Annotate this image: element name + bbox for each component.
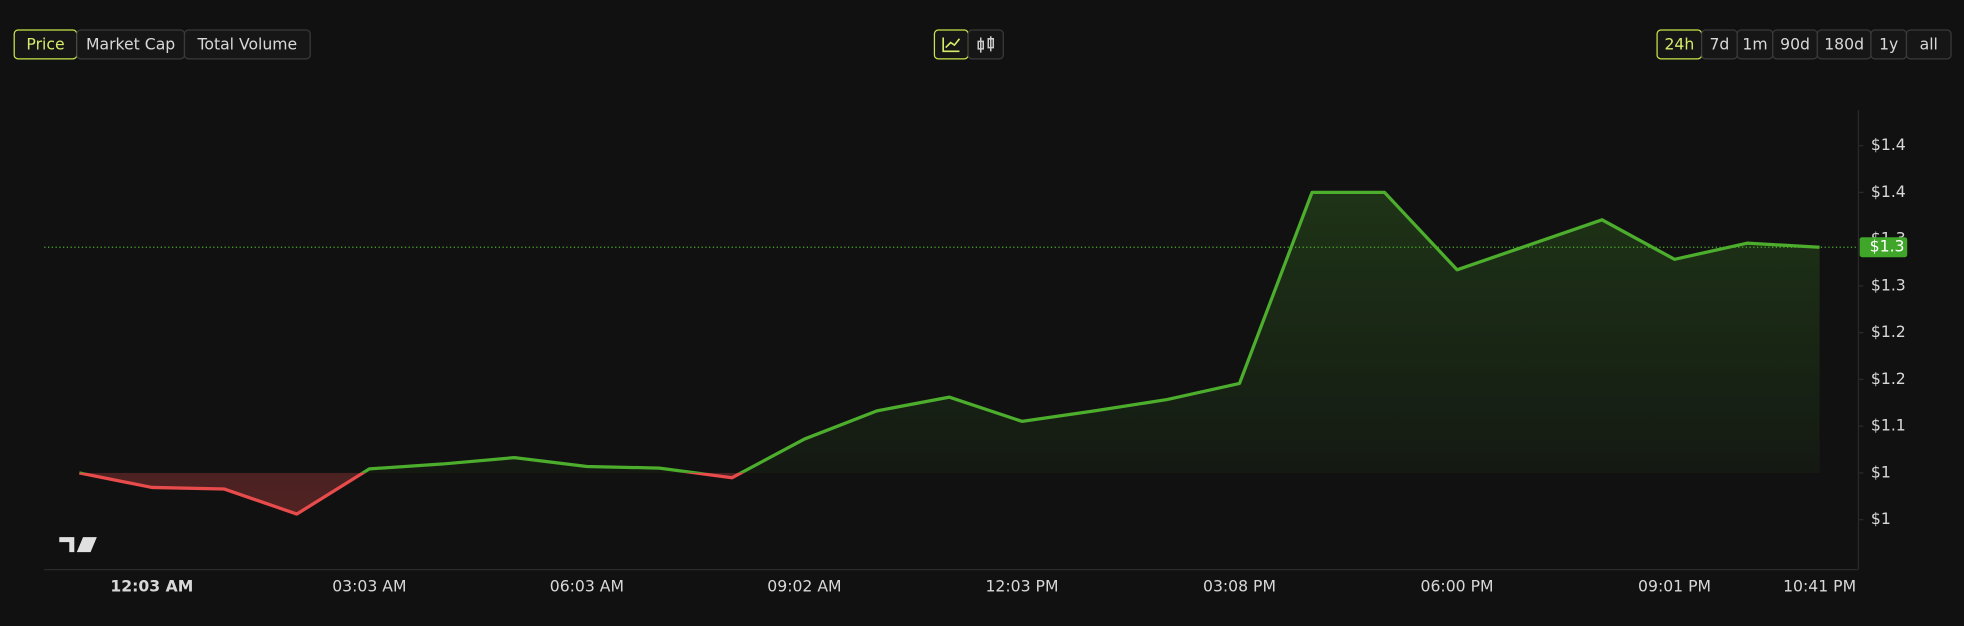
x-tick-label: 10:41 PM [1783,577,1856,596]
tradingview-logo [59,537,97,553]
range-label: all [1920,35,1938,54]
area-up [362,192,1820,473]
candle-chart-button[interactable] [967,29,1004,60]
price-line-up [79,190,1820,473]
x-tick-label: 06:03 AM [550,577,624,596]
x-tick-label: 12:03 AM [110,577,193,596]
range-button[interactable] [1905,29,1952,60]
range-label: 180d [1824,35,1864,54]
candle-icon [977,36,995,53]
y-tick-label: $1.2 [1871,322,1906,341]
y-tick-label: $1.2 [1871,369,1906,388]
line-chart-button[interactable] [933,29,969,60]
range-label: 24h [1664,35,1694,54]
metric-label: Price [26,35,64,54]
area-down [79,472,1820,515]
y-tick-label: $1.4 [1871,135,1906,154]
y-tick-label: $1.4 [1871,182,1906,201]
y-tick-label: $1.1 [1871,416,1906,435]
y-tick-label: $1.3 [1871,275,1906,294]
chart-type-switch [933,29,1004,60]
metric-label: Total Volume [196,35,297,54]
x-tick-label: 09:02 AM [767,577,841,596]
range-label: 7d [1709,35,1729,54]
x-tick-label: 09:01 PM [1638,577,1711,596]
metric-label: Market Cap [86,35,175,54]
y-tick-label: $1 [1871,509,1891,528]
current-price-label: $1.3 [1870,237,1905,256]
range-label: 1m [1742,35,1767,54]
x-tick-label: 12:03 PM [985,577,1058,596]
line-icon [942,37,961,53]
x-tick-label: 03:08 PM [1203,577,1276,596]
range-label: 1y [1879,35,1898,54]
current-price-badge [1859,237,1908,258]
range-label: 90d [1780,35,1810,54]
metric-button[interactable] [183,29,311,60]
toolbar: Price Market Cap Total Volume 24h 7d 1m 90d 180… [13,29,1952,60]
x-tick-label: 03:03 AM [332,577,406,596]
x-tick-label: 06:00 PM [1421,577,1494,596]
y-tick-label: $1 [1871,462,1891,481]
